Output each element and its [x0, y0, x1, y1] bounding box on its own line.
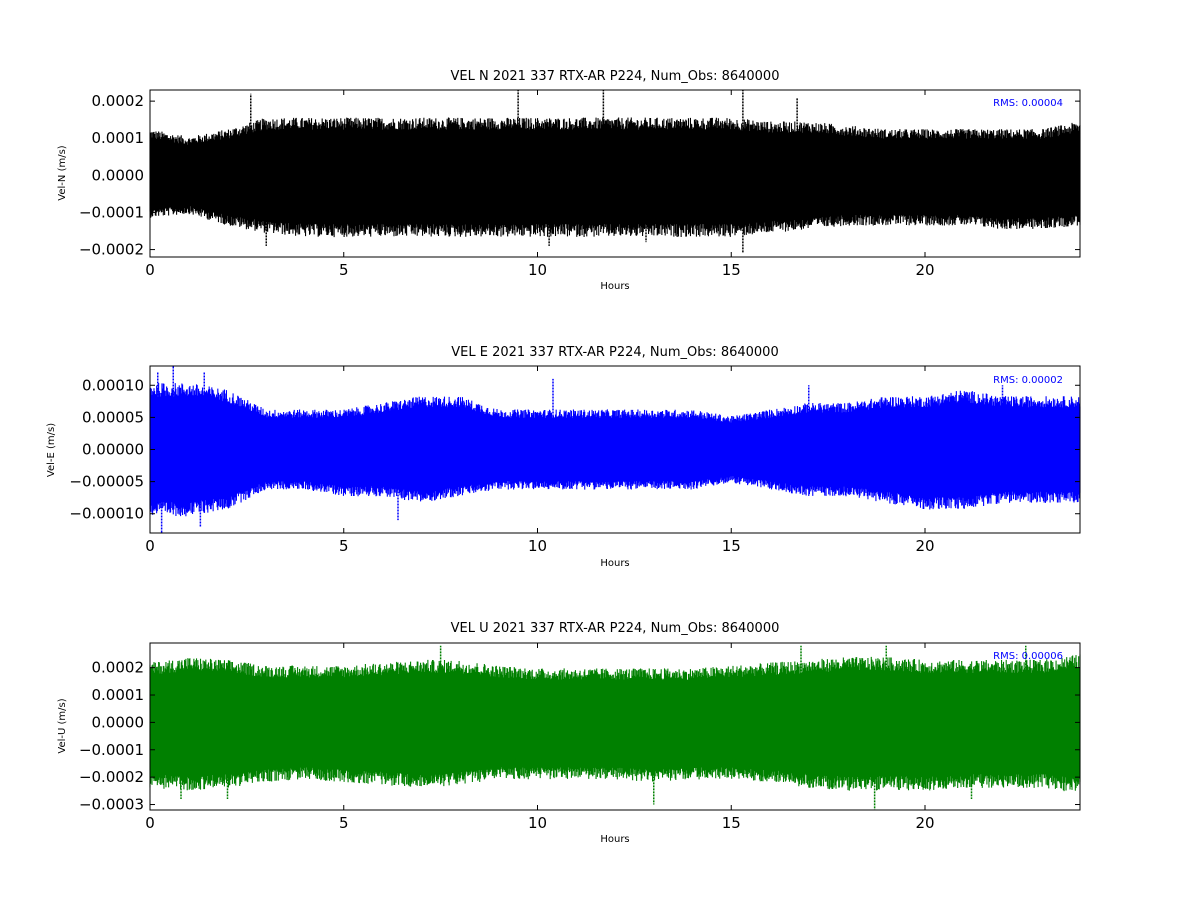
series-core [150, 423, 1080, 476]
y-tick-label: 0.00005 [82, 408, 144, 426]
x-tick-label: 5 [339, 537, 349, 555]
y-axis-label: Vel-U (m/s) [57, 698, 68, 753]
panel-vel-e: VEL E 2021 337 RTX-AR P224, Num_Obs: 864… [46, 345, 1081, 569]
x-axis-label: Hours [600, 281, 629, 292]
y-tick-label: −0.0001 [79, 741, 144, 759]
plot-area [149, 90, 1081, 254]
x-tick-label: 0 [145, 261, 155, 279]
x-axis: 0 5 10 15 20 [145, 643, 935, 832]
panel-title: VEL U 2021 337 RTX-AR P224, Num_Obs: 864… [451, 621, 780, 636]
x-tick-label: 0 [145, 814, 155, 832]
x-axis: 0 5 10 15 20 [145, 366, 935, 555]
y-axis: 0.0002 0.0001 0.0000 −0.0001 −0.0002 [79, 92, 1080, 259]
x-tick-label: 0 [145, 537, 155, 555]
series-core [150, 699, 1080, 748]
y-tick-label: 0.0002 [92, 92, 145, 110]
y-tick-label: 0.0000 [92, 713, 145, 731]
y-axis: 0.0002 0.0001 0.0000 −0.0001 −0.0002 −0.0003 [79, 659, 1080, 814]
x-tick-label: 15 [722, 261, 741, 279]
y-axis-label: Vel-N (m/s) [57, 145, 68, 200]
y-tick-label: 0.0001 [92, 686, 145, 704]
y-tick-label: −0.0003 [79, 796, 144, 814]
x-tick-label: 10 [528, 537, 547, 555]
y-tick-label: 0.00000 [82, 441, 144, 459]
x-tick-label: 15 [722, 537, 741, 555]
x-tick-label: 20 [915, 261, 934, 279]
rms-annotation: RMS: 0.00004 [993, 98, 1063, 109]
panel-vel-u: VEL U 2021 337 RTX-AR P224, Num_Obs: 864… [57, 621, 1081, 845]
rms-annotation: RMS: 0.00002 [993, 375, 1063, 386]
series-core [150, 157, 1080, 192]
x-tick-label: 10 [528, 261, 547, 279]
y-tick-label: −0.0001 [79, 203, 144, 221]
panel-title: VEL N 2021 337 RTX-AR P224, Num_Obs: 864… [451, 69, 780, 84]
y-tick-label: −0.0002 [79, 241, 144, 259]
y-tick-label: 0.0001 [92, 129, 145, 147]
panel-vel-n: VEL N 2021 337 RTX-AR P224, Num_Obs: 864… [57, 69, 1081, 292]
plot-frame [149, 642, 1081, 811]
x-tick-label: 10 [528, 814, 547, 832]
x-axis-label: Hours [600, 834, 629, 845]
x-tick-label: 5 [339, 261, 349, 279]
x-tick-label: 20 [915, 537, 934, 555]
y-axis: 0.00010 0.00005 0.00000 −0.00005 −0.00010 [69, 376, 1080, 523]
x-tick-label: 5 [339, 814, 349, 832]
y-tick-label: 0.0000 [92, 166, 145, 184]
y-tick-label: 0.00010 [82, 376, 144, 394]
x-tick-label: 20 [915, 814, 934, 832]
x-axis-label: Hours [600, 558, 629, 569]
plot-frame [149, 89, 1081, 258]
x-axis: 0 5 10 15 20 [145, 90, 935, 279]
rms-annotation: RMS: 0.00006 [993, 651, 1063, 662]
plot-area [149, 645, 1081, 810]
plot-area [149, 366, 1081, 533]
y-tick-label: −0.00005 [69, 473, 144, 491]
y-axis-label: Vel-E (m/s) [46, 423, 57, 477]
y-tick-label: −0.00010 [69, 505, 144, 523]
y-tick-label: 0.0002 [92, 659, 145, 677]
panel-title: VEL E 2021 337 RTX-AR P224, Num_Obs: 864… [451, 345, 778, 360]
x-tick-label: 15 [722, 814, 741, 832]
y-tick-label: −0.0002 [79, 768, 144, 786]
